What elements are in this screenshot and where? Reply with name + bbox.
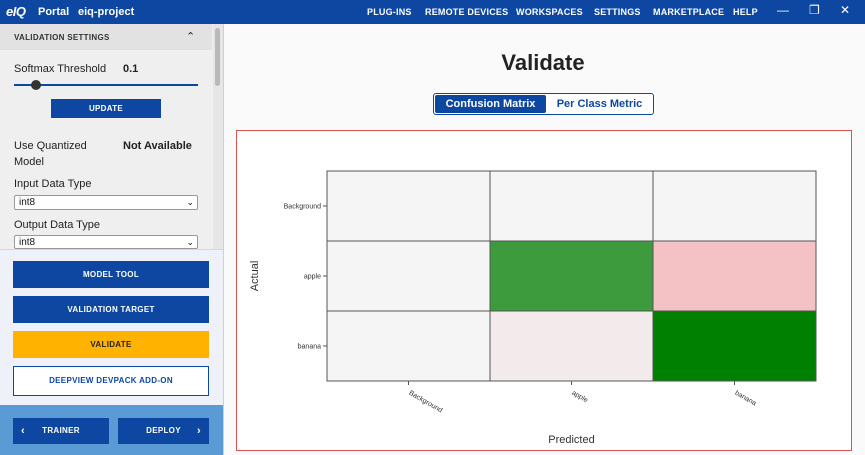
- x-axis-label: Predicted: [548, 434, 594, 446]
- tab-confusion-matrix[interactable]: Confusion Matrix: [435, 95, 546, 113]
- model-tool-button[interactable]: MODEL TOOL: [13, 261, 209, 288]
- deploy-label: DEPLOY: [146, 426, 181, 435]
- y-axis-label: Actual: [249, 261, 261, 292]
- portal-label: Portal: [38, 6, 70, 18]
- page-title: Validate: [501, 50, 585, 75]
- restore-icon[interactable]: ❐: [809, 3, 820, 17]
- y-tick-label: Background: [284, 204, 321, 211]
- y-tick-label: banana: [298, 344, 321, 351]
- heatmap-cell: [489, 240, 654, 312]
- chevron-down-icon: ⌄: [186, 237, 194, 247]
- chevron-right-icon: ›: [197, 425, 201, 437]
- deepview-devpack-button[interactable]: DEEPVIEW DEVPACK ADD-ON: [13, 366, 209, 396]
- nav-settings[interactable]: SETTINGS: [594, 7, 641, 17]
- tab-per-class-metric[interactable]: Per Class Metric: [556, 98, 643, 110]
- eiq-logo: eIQ: [6, 4, 26, 19]
- x-tick-label: Background: [408, 390, 444, 415]
- heatmap-cell: [652, 240, 817, 312]
- output-type-value: int8: [19, 237, 36, 248]
- quantized-value: Not Available: [123, 140, 192, 152]
- x-tick-label: banana: [734, 390, 758, 408]
- close-icon[interactable]: ✕: [840, 3, 851, 17]
- heatmap-cell: [326, 310, 491, 382]
- heatmap-cell: [652, 170, 817, 242]
- chevron-down-icon: ⌄: [186, 197, 194, 207]
- chevron-up-icon[interactable]: ⌃: [186, 31, 196, 43]
- output-type-label: Output Data Type: [14, 219, 101, 231]
- nav-help[interactable]: HELP: [733, 7, 758, 17]
- nav-remote-devices[interactable]: REMOTE DEVICES: [425, 7, 509, 17]
- heatmap-cell: [326, 240, 491, 312]
- input-type-value: int8: [19, 197, 36, 208]
- nav-plugins[interactable]: PLUG-INS: [367, 7, 412, 17]
- nav-marketplace[interactable]: MARKETPLACE: [653, 7, 725, 17]
- softmax-value: 0.1: [123, 63, 139, 75]
- input-type-label: Input Data Type: [14, 178, 92, 190]
- heatmap-cell: [652, 310, 817, 382]
- quantized-label: Use Quantized: [14, 140, 87, 152]
- heatmap-cell: [489, 170, 654, 242]
- deploy-button[interactable]: DEPLOY ›: [118, 418, 209, 444]
- scrollbar-thumb[interactable]: [215, 28, 220, 86]
- sidebar-scrollbar[interactable]: [213, 24, 223, 249]
- validation-settings-header[interactable]: [0, 24, 212, 50]
- trainer-button[interactable]: ‹ TRAINER: [13, 418, 109, 444]
- top-bar: eIQ Portal eiq-project PLUG-INS REMOTE D…: [0, 0, 865, 24]
- nav-workspaces[interactable]: WORKSPACES: [516, 7, 583, 17]
- heatmap-cell: [326, 170, 491, 242]
- divider: [0, 249, 223, 250]
- trainer-label: TRAINER: [42, 426, 80, 435]
- softmax-slider-track[interactable]: [14, 84, 198, 86]
- project-name[interactable]: eiq-project: [78, 6, 135, 18]
- update-button[interactable]: UPDATE: [51, 99, 161, 118]
- input-type-select[interactable]: int8 ⌄: [14, 195, 198, 210]
- softmax-slider-handle[interactable]: [31, 80, 41, 90]
- validation-target-button[interactable]: VALIDATION TARGET: [13, 296, 209, 323]
- softmax-label: Softmax Threshold: [14, 63, 107, 75]
- panel-divider: [223, 24, 224, 455]
- validate-button[interactable]: VALIDATE: [13, 331, 209, 358]
- output-type-select[interactable]: int8 ⌄: [14, 235, 198, 249]
- section-title: VALIDATION SETTINGS: [14, 33, 110, 42]
- y-tick-label: apple: [304, 274, 321, 281]
- minimize-icon[interactable]: —: [777, 3, 789, 17]
- x-tick-label: apple: [571, 390, 589, 405]
- quantized-label-line2: Model: [14, 156, 44, 168]
- heatmap-cell: [489, 310, 654, 382]
- chevron-left-icon: ‹: [21, 425, 25, 437]
- confusion-matrix-chart: Background apple banana Background apple bana…: [249, 170, 817, 446]
